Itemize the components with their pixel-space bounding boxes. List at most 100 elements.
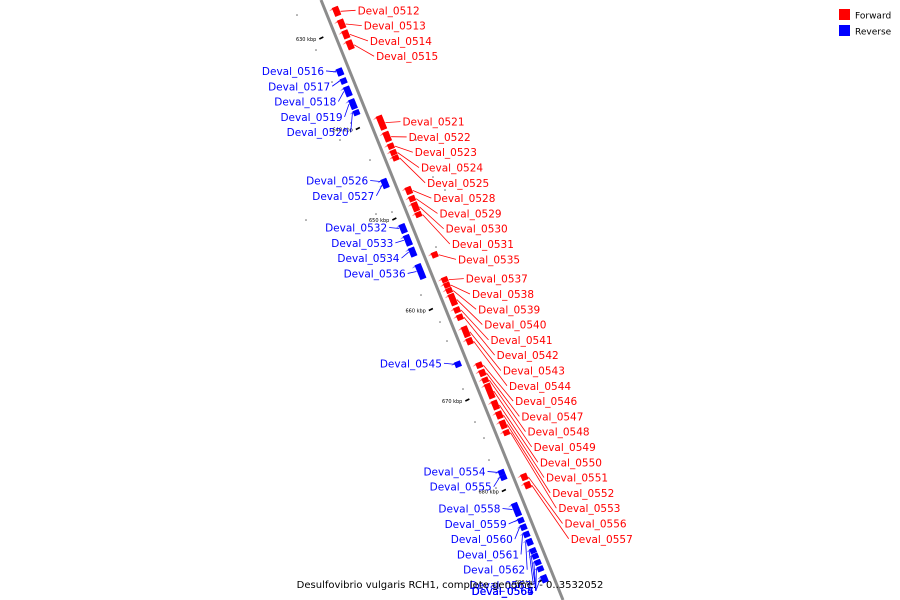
gene-block[interactable] bbox=[453, 313, 465, 322]
gene-label[interactable]: Deval_0558 bbox=[438, 504, 500, 516]
gene-block[interactable] bbox=[519, 530, 531, 539]
gene-block[interactable] bbox=[522, 537, 534, 547]
gene-label[interactable]: Deval_0541 bbox=[490, 335, 552, 347]
gene-label[interactable]: Deval_0547 bbox=[521, 411, 583, 423]
gene-label[interactable]: Deval_0516 bbox=[262, 66, 324, 78]
gene-block[interactable] bbox=[531, 558, 542, 567]
gene-label[interactable]: Deval_0542 bbox=[497, 350, 559, 362]
gene-block[interactable] bbox=[384, 142, 396, 151]
gene-label[interactable]: Deval_0535 bbox=[458, 254, 520, 266]
gene-block[interactable] bbox=[494, 468, 506, 477]
gene-label[interactable]: Deval_0523 bbox=[415, 147, 477, 159]
gene-label[interactable]: Deval_0544 bbox=[509, 381, 571, 393]
gene-block[interactable] bbox=[329, 5, 342, 17]
gene-label[interactable]: Deval_0562 bbox=[463, 565, 525, 577]
gene-label[interactable]: Deval_0566 bbox=[472, 586, 534, 598]
gene-label[interactable]: Deval_0551 bbox=[546, 473, 608, 485]
gene-block[interactable] bbox=[451, 360, 463, 369]
gene-label[interactable]: Deval_0526 bbox=[306, 175, 368, 187]
gene-block[interactable] bbox=[528, 552, 540, 560]
gene-label[interactable]: Deval_0539 bbox=[478, 304, 540, 316]
gene-label[interactable]: Deval_0565 bbox=[472, 586, 534, 598]
gene-label[interactable]: Deval_0533 bbox=[331, 238, 393, 250]
gene-label[interactable]: Deval_0512 bbox=[358, 5, 420, 17]
gene-label[interactable]: Deval_0560 bbox=[451, 534, 513, 546]
gene-label[interactable]: Deval_0530 bbox=[446, 224, 508, 236]
gene-label[interactable]: Deval_0513 bbox=[364, 21, 426, 33]
gene-block[interactable] bbox=[340, 85, 353, 98]
gene-block[interactable] bbox=[336, 77, 348, 85]
gene-block[interactable] bbox=[334, 18, 347, 30]
gene-block[interactable] bbox=[481, 382, 496, 400]
gene-block[interactable] bbox=[379, 181, 390, 190]
gene-block[interactable] bbox=[405, 246, 418, 258]
gene-block[interactable] bbox=[338, 29, 351, 40]
gene-block[interactable] bbox=[442, 286, 454, 295]
gene-block[interactable] bbox=[487, 399, 501, 411]
gene-label[interactable]: Deval_0552 bbox=[552, 488, 614, 500]
gene-block[interactable] bbox=[386, 148, 398, 157]
gene-label[interactable]: Deval_0536 bbox=[344, 268, 406, 280]
gene-label[interactable]: Deval_0553 bbox=[558, 503, 620, 515]
gene-block[interactable] bbox=[332, 67, 345, 77]
gene-block[interactable] bbox=[400, 233, 414, 247]
gene-label[interactable]: Deval_0564 bbox=[472, 586, 534, 598]
gene-block[interactable] bbox=[405, 194, 417, 203]
gene-label[interactable]: Deval_0545 bbox=[380, 358, 442, 370]
gene-block[interactable] bbox=[342, 39, 355, 51]
gene-block[interactable] bbox=[478, 376, 490, 384]
gene-block[interactable] bbox=[440, 281, 452, 289]
gene-label[interactable]: Deval_0520 bbox=[287, 127, 349, 139]
gene-block[interactable] bbox=[411, 210, 423, 219]
gene-label[interactable]: Deval_0554 bbox=[423, 466, 485, 478]
gene-block[interactable] bbox=[533, 565, 545, 573]
gene-block[interactable] bbox=[508, 501, 523, 518]
gene-label[interactable]: Deval_0550 bbox=[540, 457, 602, 469]
gene-label[interactable]: Deval_0534 bbox=[337, 253, 399, 265]
gene-block[interactable] bbox=[411, 262, 427, 281]
gene-block[interactable] bbox=[379, 130, 393, 143]
gene-label[interactable]: Deval_0524 bbox=[421, 163, 483, 175]
gene-label[interactable]: Deval_0527 bbox=[312, 191, 374, 203]
gene-label[interactable]: Deval_0528 bbox=[433, 193, 495, 205]
gene-block[interactable] bbox=[444, 292, 459, 307]
gene-block[interactable] bbox=[395, 222, 408, 235]
gene-block[interactable] bbox=[427, 250, 439, 259]
gene-label[interactable]: Deval_0531 bbox=[452, 239, 514, 251]
gene-label[interactable]: Deval_0559 bbox=[445, 519, 507, 531]
gene-block[interactable] bbox=[492, 410, 504, 420]
gene-label[interactable]: Deval_0525 bbox=[427, 178, 489, 190]
gene-label[interactable]: Deval_0543 bbox=[503, 365, 565, 377]
gene-label[interactable]: Deval_0549 bbox=[534, 442, 596, 454]
gene-block[interactable] bbox=[457, 325, 471, 339]
gene-block[interactable] bbox=[520, 480, 532, 490]
gene-label[interactable]: Deval_0557 bbox=[571, 534, 633, 546]
gene-label[interactable]: Deval_0555 bbox=[430, 482, 492, 494]
gene-block[interactable] bbox=[401, 185, 414, 196]
gene-label[interactable]: Deval_0514 bbox=[370, 36, 432, 48]
gene-block[interactable] bbox=[526, 546, 538, 555]
gene-label[interactable]: Deval_0522 bbox=[409, 132, 471, 144]
gene-block[interactable] bbox=[514, 516, 525, 525]
gene-block[interactable] bbox=[450, 306, 462, 314]
gene-label[interactable]: Deval_0529 bbox=[439, 208, 501, 220]
gene-label[interactable]: Deval_0540 bbox=[484, 320, 546, 332]
gene-block[interactable] bbox=[537, 573, 549, 584]
gene-label[interactable]: Deval_0515 bbox=[376, 51, 438, 63]
gene-label[interactable]: Deval_0537 bbox=[466, 274, 528, 286]
gene-block[interactable] bbox=[472, 361, 484, 370]
gene-label[interactable]: Deval_0546 bbox=[515, 396, 577, 408]
gene-label[interactable]: Deval_0567 bbox=[472, 586, 534, 598]
gene-block[interactable] bbox=[462, 336, 474, 346]
gene-block[interactable] bbox=[495, 419, 508, 430]
gene-block[interactable] bbox=[517, 472, 529, 482]
gene-block[interactable] bbox=[407, 201, 421, 213]
gene-block[interactable] bbox=[349, 108, 361, 117]
gene-block[interactable] bbox=[345, 98, 358, 111]
gene-label[interactable]: Deval_0538 bbox=[472, 289, 534, 301]
gene-label[interactable]: Deval_0561 bbox=[457, 549, 519, 561]
gene-label[interactable]: Deval_0532 bbox=[325, 223, 387, 235]
gene-block[interactable] bbox=[372, 114, 388, 131]
gene-label[interactable]: Deval_0517 bbox=[268, 81, 330, 93]
gene-block[interactable] bbox=[475, 368, 487, 378]
